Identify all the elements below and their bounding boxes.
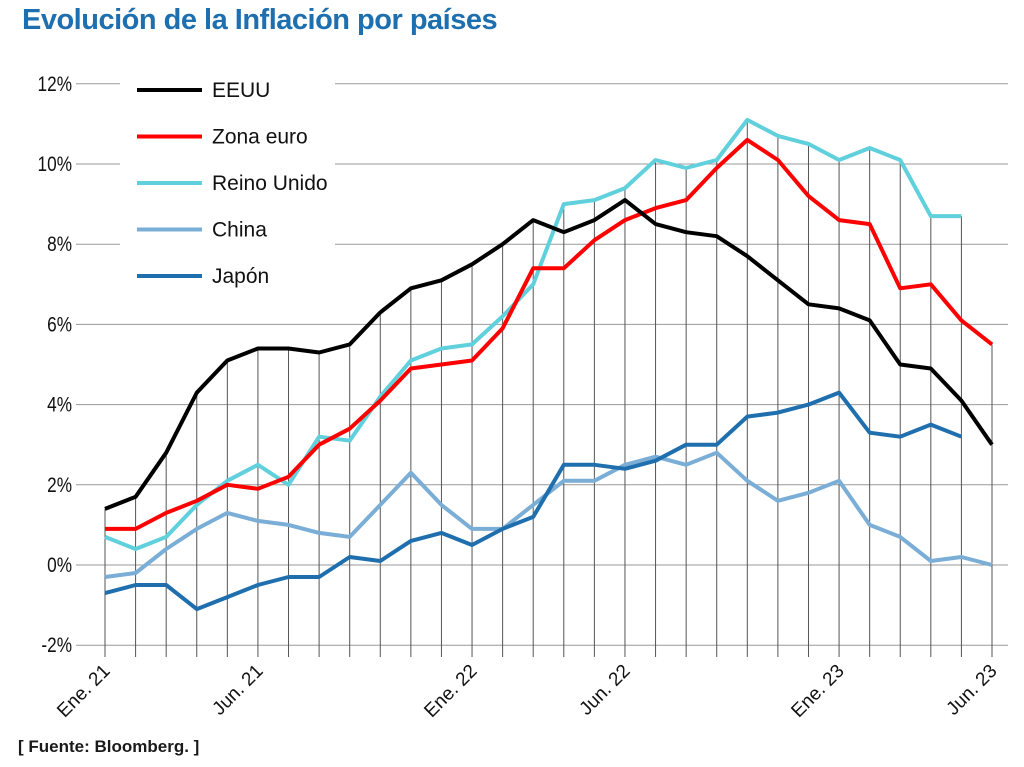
x-tick-label: Ene. 22: [420, 661, 481, 722]
series-line-china: [104, 450, 993, 579]
y-axis-ticks: -2% 0% 2% 4% 6% 8% 10% 12%: [38, 73, 72, 657]
vertical-gridlines: [104, 119, 993, 657]
legend-label: EEUU: [212, 79, 270, 102]
series-line-japón: [104, 390, 963, 612]
x-tick-label: Ene. 23: [787, 661, 848, 722]
y-tick-label: 4%: [47, 394, 72, 417]
y-tick-label: -2%: [41, 635, 72, 658]
legend-label: Japón: [212, 265, 269, 288]
x-tick-label: Jun. 23: [943, 661, 1002, 720]
y-tick-label: 12%: [38, 73, 72, 96]
x-tick-label: Ene. 21: [53, 661, 114, 722]
series-line-zona-euro: [105, 137, 994, 531]
legend-label: Reino Unido: [212, 172, 328, 195]
legend-label: China: [212, 219, 267, 242]
y-tick-label: 8%: [47, 234, 72, 257]
source-note: [ Fuente: Bloomberg. ]: [18, 737, 200, 756]
x-tick-label: Jun. 21: [209, 661, 268, 720]
y-tick-label: 10%: [38, 154, 72, 177]
x-tick-label: Jun. 22: [576, 661, 635, 720]
y-tick-label: 0%: [47, 555, 72, 578]
x-axis-ticks: Ene. 21 Jun. 21 Ene. 22 Jun. 22 Ene. 23 Jun. …: [53, 661, 1001, 722]
legend-label: Zona euro: [212, 126, 308, 149]
legend: EEUU Zona euro Reino Unido China Japón: [120, 66, 335, 296]
y-tick-label: 2%: [47, 474, 72, 497]
chart-title: Evolución de la Inflación por países: [22, 4, 498, 36]
series-line-eeuu: [104, 198, 994, 511]
y-tick-label: 6%: [47, 314, 72, 337]
series-lines: [104, 117, 994, 612]
series-line-reino-unido: [104, 117, 962, 551]
